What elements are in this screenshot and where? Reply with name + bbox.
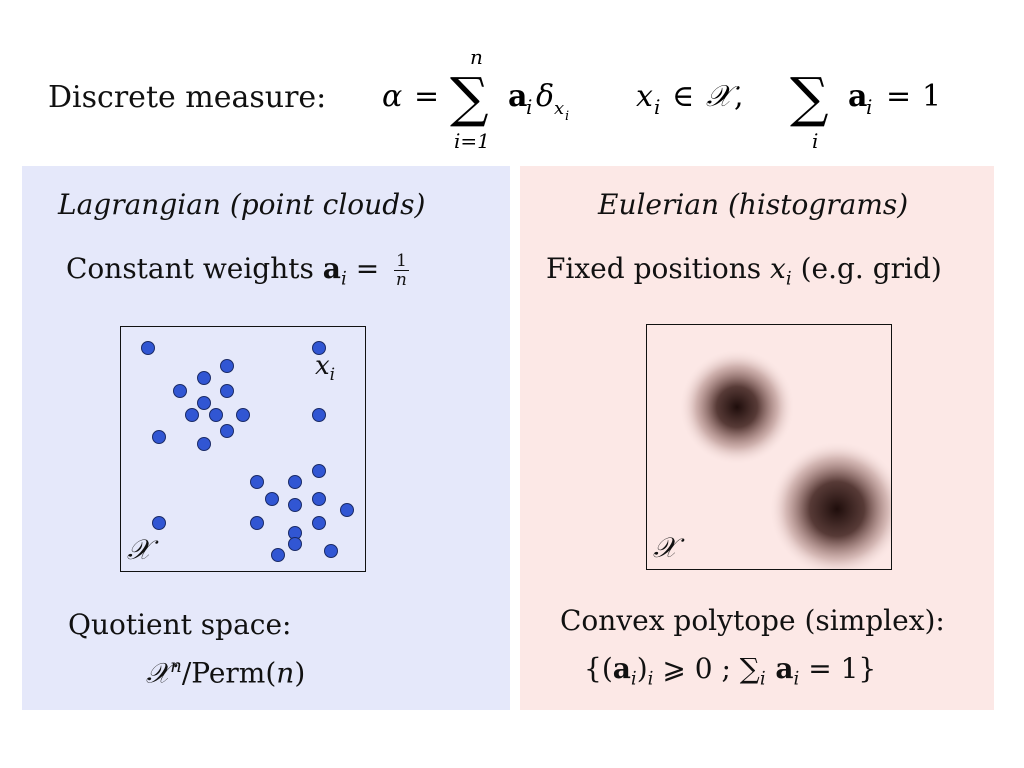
- point-cloud-dot: [288, 475, 302, 489]
- simplex-a2-sub: i: [793, 668, 800, 690]
- point-cloud-dot: [173, 384, 187, 398]
- formula-delta-sub-x: x: [554, 98, 564, 119]
- formula-sum2: ∑: [790, 66, 829, 129]
- histogram-blob-1: [679, 349, 795, 465]
- formula-x-sub: i: [654, 95, 660, 119]
- formula-comma: ,: [734, 79, 744, 114]
- point-cloud-dot: [220, 424, 234, 438]
- fraction-numerator: 1: [394, 250, 409, 271]
- point-cloud-dot: [324, 544, 338, 558]
- quotient-n-sup: n: [170, 656, 182, 677]
- point-cloud-dot: [152, 430, 166, 444]
- histogram-plot: [679, 349, 891, 569]
- simplex-a: a: [612, 652, 631, 685]
- simplex-formula: {(ai)i ⩾ 0 ; ∑i ai = 1}: [584, 652, 876, 690]
- point-cloud-dot: [288, 537, 302, 551]
- point-label-sub: i: [329, 364, 336, 385]
- formula-delta: δ: [536, 79, 554, 114]
- simplex-paren-sub: i: [647, 668, 654, 690]
- point-cloud-dot: [209, 408, 223, 422]
- quotient-space-formula: 𝒳n/Perm(n): [146, 656, 305, 690]
- lagrangian-panel: Lagrangian (point clouds) Constant weigh…: [22, 166, 510, 710]
- formula-lower: i=1: [454, 129, 490, 153]
- point-cloud-dot: [312, 492, 326, 506]
- quotient-perm: /Perm(: [181, 656, 277, 690]
- point-cloud-dot: [141, 341, 155, 355]
- lagrangian-subtitle-a-sub: i: [340, 268, 347, 290]
- formula-alpha: α: [382, 79, 402, 114]
- formula-eq2: =: [886, 79, 911, 114]
- simplex-a2: a: [765, 652, 794, 685]
- lagrangian-subtitle-a: a: [322, 252, 341, 285]
- simplex-sum-sub: i: [759, 668, 766, 690]
- simplex-close-paren: ): [636, 652, 648, 685]
- lagrangian-subtitle-eq: =: [355, 252, 380, 285]
- point-cloud-dot: [312, 516, 326, 530]
- point-cloud-plot: [141, 341, 354, 562]
- formula-one: 1: [922, 79, 941, 114]
- formula-a: a: [508, 79, 527, 114]
- point-cloud-dot: [250, 475, 264, 489]
- simplex-open: {(: [584, 652, 613, 685]
- point-cloud-dot: [220, 384, 234, 398]
- point-cloud-dot: [220, 359, 234, 373]
- eulerian-title: Eulerian (histograms): [598, 188, 909, 221]
- point-cloud-dot: [197, 396, 211, 410]
- point-cloud-dot: [250, 516, 264, 530]
- lagrangian-subtitle-prefix: Constant weights: [66, 252, 314, 285]
- point-cloud-frame: xi 𝒳: [120, 326, 366, 572]
- point-cloud-dot: [340, 503, 354, 517]
- formula-a2-sub: i: [866, 95, 872, 119]
- point-label-x: x: [315, 351, 330, 381]
- point-cloud-dot: [197, 437, 211, 451]
- formula-a-sub: i: [526, 95, 532, 119]
- formula-a2: a: [848, 79, 867, 114]
- formula-sum2-lower: i: [812, 129, 818, 153]
- histogram-frame: 𝒳: [646, 324, 892, 570]
- point-cloud-dot: [312, 341, 326, 355]
- formula-x: x: [636, 79, 653, 114]
- eulerian-subtitle-x-sub: i: [785, 268, 792, 290]
- eulerian-subtitle-suffix: (e.g. grid): [800, 252, 942, 285]
- right-domain-label: 𝒳: [653, 531, 678, 564]
- formula-in: ∈: [672, 79, 694, 114]
- formula-sum: ∑: [450, 66, 489, 129]
- quotient-space-label: Quotient space:: [68, 608, 292, 641]
- eulerian-subtitle-prefix: Fixed positions: [546, 252, 762, 285]
- eulerian-subtitle-x: x: [770, 252, 786, 285]
- quotient-X: 𝒳: [146, 656, 171, 690]
- formula-eq: =: [414, 79, 439, 114]
- eulerian-panel: Eulerian (histograms) Fixed positions xi…: [520, 166, 994, 710]
- point-cloud-dot: [312, 408, 326, 422]
- simplex-a-sub: i: [630, 668, 637, 690]
- simplex-eq-one: = 1}: [799, 652, 877, 685]
- eulerian-subtitle: Fixed positions xi (e.g. grid): [546, 252, 942, 290]
- histogram-blob-2: [769, 441, 891, 569]
- discrete-measure-formula: α = ∑ n i=1 a i δ x i x i ∈ 𝒳 , ∑ i a i …: [382, 48, 941, 153]
- left-domain-label: 𝒳: [127, 533, 152, 566]
- point-cloud-dot: [271, 548, 285, 562]
- point-cloud-dot: [288, 498, 302, 512]
- quotient-perm-n: n: [276, 656, 295, 690]
- point-cloud-dot: [197, 371, 211, 385]
- point-cloud-dot: [312, 464, 326, 478]
- formula-delta-sub-i: i: [565, 109, 569, 124]
- point-cloud-dot: [152, 516, 166, 530]
- fraction-denominator: n: [396, 269, 407, 289]
- point-cloud-dot: [265, 492, 279, 506]
- lagrangian-title: Lagrangian (point clouds): [58, 188, 426, 221]
- quotient-perm-close: ): [294, 656, 306, 690]
- simplex-geq-sum: ⩾ 0 ; ∑: [653, 652, 760, 685]
- point-cloud-dot: [185, 408, 199, 422]
- point-cloud-dot: [236, 408, 250, 422]
- formula-upper: n: [470, 48, 483, 69]
- simplex-label: Convex polytope (simplex):: [560, 604, 945, 637]
- point-label: xi: [315, 351, 335, 384]
- header-label: Discrete measure:: [48, 80, 327, 115]
